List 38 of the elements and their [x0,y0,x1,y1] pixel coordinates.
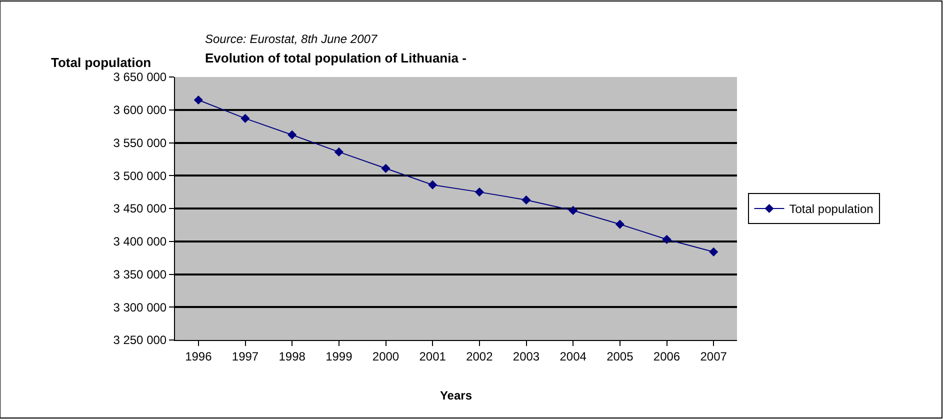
x-tick-label: 2004 [560,349,587,364]
x-tick-label: 1998 [278,349,306,364]
x-tick-label: 2000 [372,349,400,364]
point [615,220,624,229]
x-tick-label: 1997 [232,349,259,364]
chart-title: Evolution of total population of Lithuania - [205,50,466,66]
y-tick-label: 3 550 000 [113,136,167,150]
y-tick-label: 3 450 000 [113,202,167,216]
y-tick-label: 3 650 000 [113,70,167,84]
y-tick-label: 3 500 000 [113,168,167,183]
y-tick-label: 3 300 000 [113,300,167,314]
x-tick-label: 2001 [419,349,446,364]
x-tick-label: 2002 [466,349,494,364]
source-note: Source: Eurostat, 8th June 2007 [205,32,378,46]
x-axis-title: Years [440,388,472,402]
point [662,234,672,244]
point [381,164,390,173]
x-tick-label: 2005 [606,349,634,364]
point [428,180,438,190]
point [568,206,578,216]
y-tick-label: 3 600 000 [113,103,167,118]
x-tick-label: 2006 [653,349,680,364]
point [522,195,531,204]
y-tick-label: 3 250 000 [113,333,167,348]
x-tick-label: 1996 [185,349,212,364]
point [240,114,250,123]
point [334,147,344,156]
legend-label: Total population [789,202,874,216]
y-axis-title: Total population [51,55,152,70]
point [288,130,297,140]
point [474,188,484,197]
y-tick-label: 3 400 000 [113,234,167,249]
x-tick-label: 2003 [512,349,540,364]
point [709,247,718,256]
x-tick-label: 2007 [700,349,728,364]
point [194,95,203,105]
y-tick-label: 3 350 000 [113,267,167,282]
x-tick-label: 1999 [326,349,353,364]
